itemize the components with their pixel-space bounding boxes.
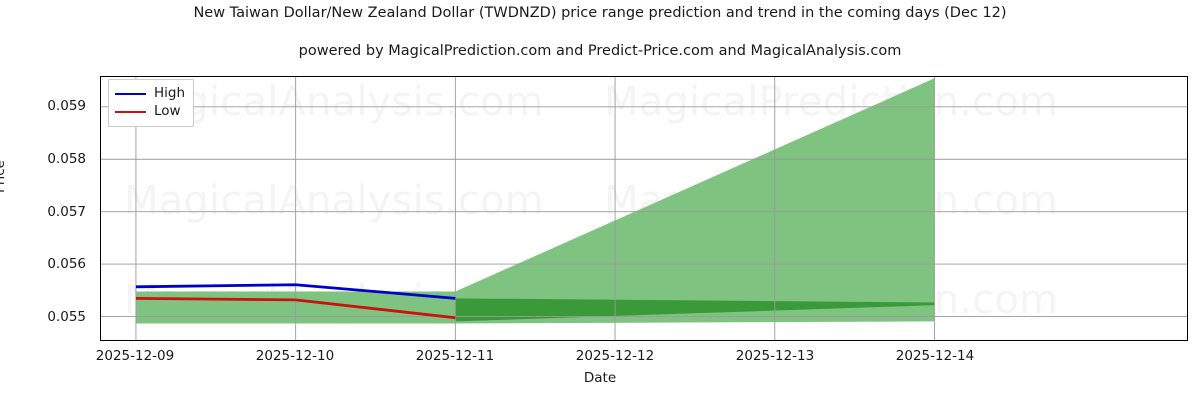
- legend-label-high: High: [154, 85, 186, 102]
- gridline-group: [101, 77, 1187, 340]
- y-tick-label: 0.056: [47, 256, 86, 273]
- x-axis-label: Date: [583, 370, 617, 386]
- y-tick-label: 0.055: [47, 309, 86, 326]
- y-tick-label: 0.059: [47, 98, 86, 115]
- band-group: [135, 78, 935, 324]
- legend-label-low: Low: [154, 103, 181, 120]
- series-line-group: [135, 283, 456, 320]
- x-tick-label: 2025-12-12: [575, 348, 655, 364]
- plot-svg: [101, 77, 1187, 340]
- series-line-high: [135, 283, 456, 300]
- x-tick-label: 2025-12-11: [415, 348, 495, 364]
- chart-subtitle: powered by MagicalPrediction.com and Pre…: [298, 43, 902, 59]
- x-tick-label: 2025-12-09: [95, 348, 175, 364]
- legend-swatch-low: [115, 111, 146, 113]
- y-axis-label: Price: [0, 160, 8, 193]
- trend-band: [455, 298, 935, 322]
- x-tick-label: 2025-12-14: [895, 348, 975, 364]
- x-tick-label: 2025-12-10: [255, 348, 335, 364]
- chart-title: New Taiwan Dollar/New Zealand Dollar (TW…: [193, 5, 1007, 21]
- prediction-range-band: [135, 78, 935, 324]
- plot-area: [100, 76, 1188, 341]
- chart-legend: High Low: [108, 79, 195, 127]
- y-tick-label: 0.057: [47, 203, 86, 220]
- legend-swatch-high: [115, 93, 146, 95]
- x-tick-label: 2025-12-13: [735, 348, 815, 364]
- series-line-low: [135, 296, 456, 320]
- legend-item-low[interactable]: Low: [115, 103, 185, 121]
- y-tick-label: 0.058: [47, 150, 86, 167]
- legend-item-high[interactable]: High: [115, 85, 185, 103]
